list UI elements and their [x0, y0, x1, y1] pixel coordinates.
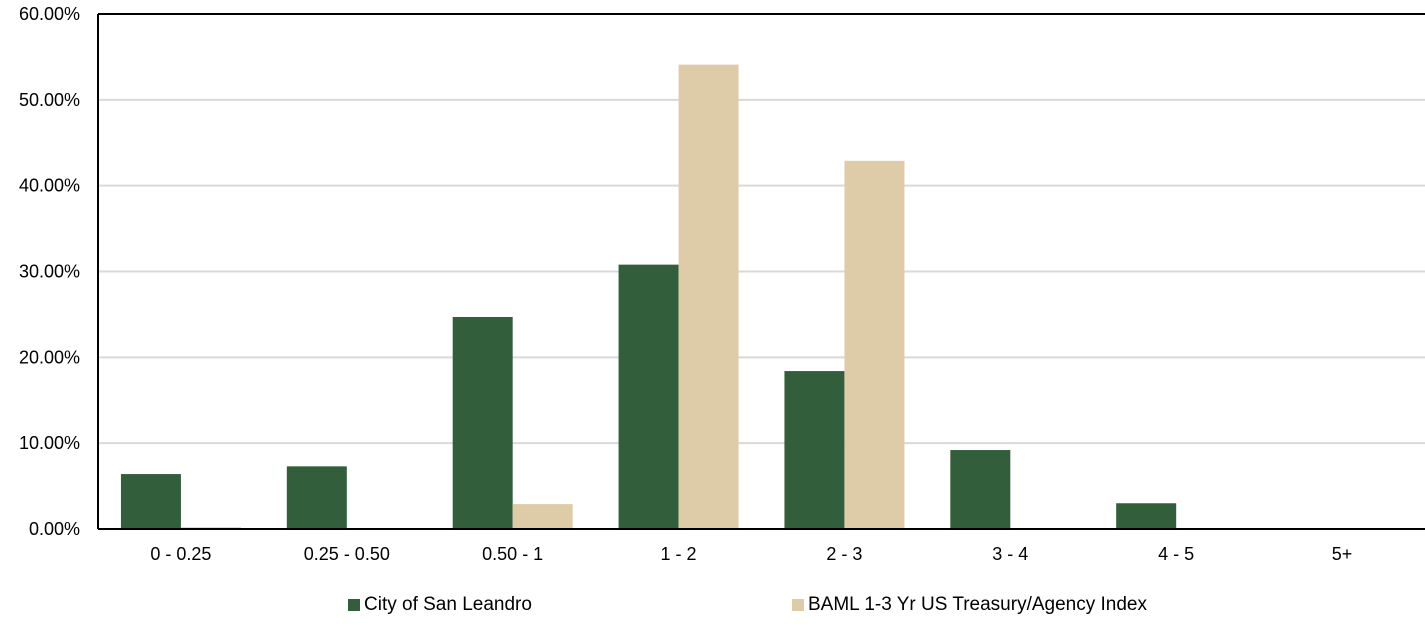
legend-item-series-2: BAML 1-3 Yr US Treasury/Agency Index [792, 594, 1147, 616]
y-tick-label: 30.00% [19, 262, 80, 282]
x-tick-label: 0.50 - 1 [482, 544, 543, 564]
legend-item-series-1: City of San Leandro [348, 594, 532, 616]
x-tick-label: 0 - 0.25 [150, 544, 211, 564]
x-tick-label: 5+ [1332, 544, 1353, 564]
gridlines [98, 98, 1425, 445]
y-tick-label: 40.00% [19, 176, 80, 196]
bar-series-1 [120, 474, 181, 529]
x-tick-label: 2 - 3 [826, 544, 862, 564]
legend-label: City of San Leandro [364, 594, 532, 615]
bar-chart: 0.00% 10.00% 20.00% 30.00% 40.00% 50.00% 60.00… [19, 4, 1425, 564]
y-tick-label: 10.00% [19, 433, 80, 453]
y-tick-label: 50.00% [19, 90, 80, 110]
y-tick-label: 60.00% [19, 4, 80, 24]
x-tick-label: 0.25 - 0.50 [304, 544, 390, 564]
bar-series-1 [452, 316, 513, 529]
bar-series-1 [784, 371, 845, 529]
bar-series-1 [286, 466, 347, 529]
y-tick-label: 20.00% [19, 347, 80, 367]
y-tick-label: 0.00% [29, 519, 80, 539]
x-axis-tick-labels: 0 - 0.25 0.25 - 0.50 0.50 - 1 1 - 2 2 - 3 3 -… [150, 544, 1352, 564]
x-tick-label: 1 - 2 [661, 544, 697, 564]
legend-label: BAML 1-3 Yr US Treasury/Agency Index [808, 594, 1147, 615]
bar-series-2 [678, 64, 739, 530]
bar-series-1 [950, 450, 1011, 529]
bar-series-1 [1116, 503, 1177, 529]
bar-series-2 [512, 504, 573, 529]
legend: City of San Leandro BAML 1-3 Yr US Treas… [0, 594, 1425, 624]
bar-series-2 [844, 160, 905, 529]
legend-swatch-icon [348, 599, 360, 611]
y-axis-tick-labels: 0.00% 10.00% 20.00% 30.00% 40.00% 50.00% 60.00… [19, 4, 80, 539]
x-tick-label: 4 - 5 [1158, 544, 1194, 564]
bar-series-1 [618, 264, 679, 529]
x-tick-label: 3 - 4 [992, 544, 1028, 564]
bars [120, 64, 1177, 530]
legend-swatch-icon [792, 599, 804, 611]
